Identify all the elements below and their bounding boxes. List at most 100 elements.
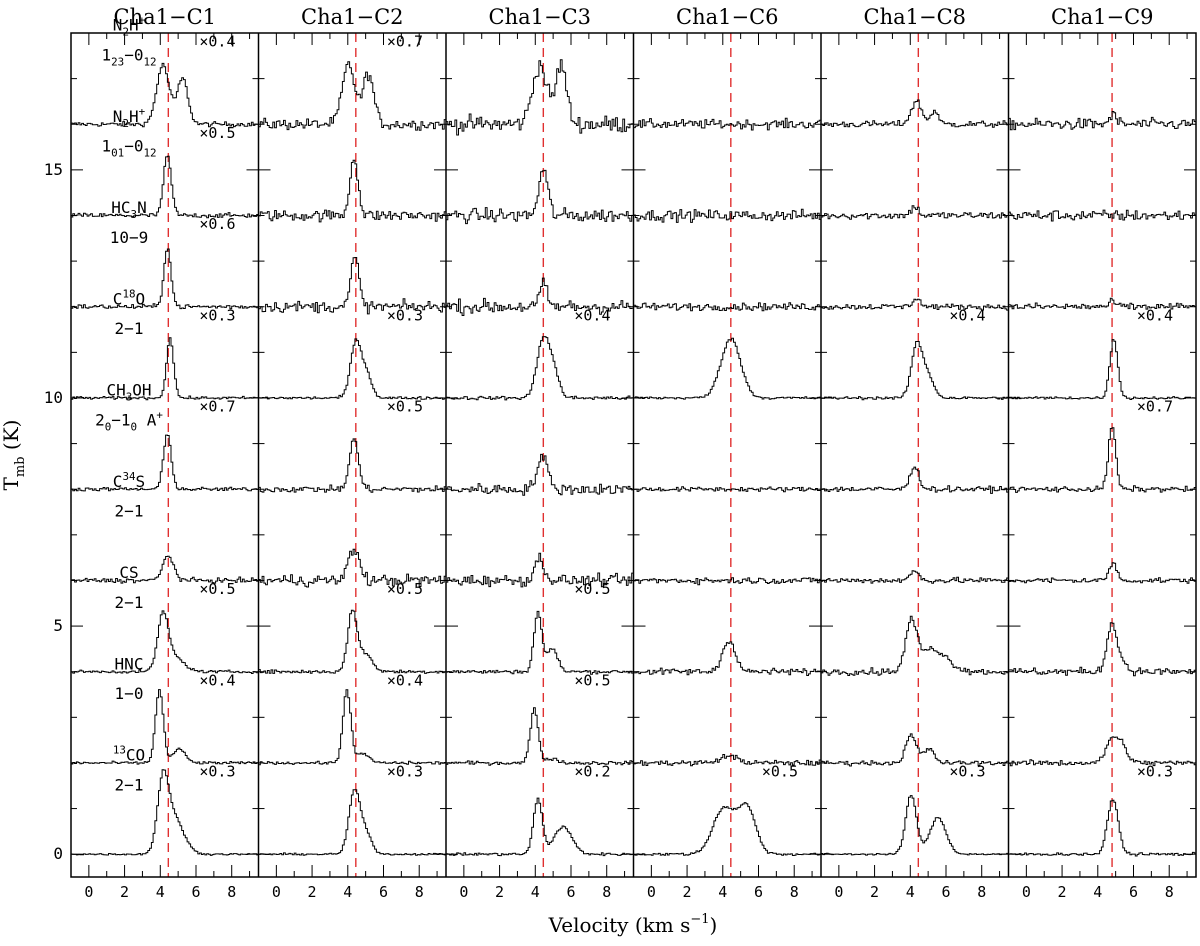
x-tick-label: 6 (191, 883, 200, 901)
y-tick-label: 15 (44, 160, 63, 179)
spectrum-trace (71, 62, 259, 128)
x-tick-label: 0 (84, 883, 93, 901)
transition-label: 123−012 (101, 45, 156, 68)
molecule-label: C18O (113, 287, 145, 308)
x-tick-label: 8 (977, 883, 986, 901)
spectrum-trace (1008, 562, 1197, 584)
panel-title: Cha1−C3 (489, 5, 592, 29)
spectrum-trace (446, 336, 634, 401)
panel-title: Cha1−C2 (301, 5, 404, 29)
x-tick-label: 0 (1022, 883, 1031, 901)
scale-factor-label: ×0.2 (574, 763, 610, 781)
spectrum-trace (633, 302, 822, 312)
spectrum-trace (258, 438, 447, 493)
x-tick-label: 4 (906, 883, 915, 901)
spectrum-trace (258, 61, 447, 131)
spectrum-trace (821, 615, 1009, 676)
molecule-label: CH3OH (106, 381, 151, 404)
scale-factor-label: ×0.5 (387, 398, 423, 416)
x-tick-label: 6 (941, 883, 950, 901)
scale-factor-label: ×0.3 (199, 763, 235, 781)
x-tick-label: 2 (683, 883, 692, 901)
spectrum-trace (821, 733, 1009, 767)
spectrum-trace (258, 257, 447, 315)
x-tick-label: 0 (834, 883, 843, 901)
vlsr-lines (167, 33, 1113, 877)
x-tick-label: 6 (1129, 883, 1138, 901)
spectrum-trace (821, 570, 1009, 584)
x-tick-label: 4 (343, 883, 352, 901)
ticks (70, 33, 1196, 877)
scale-factor-label: ×0.5 (387, 580, 423, 598)
x-tick-label: 6 (754, 883, 763, 901)
spectrum-trace (1008, 339, 1197, 400)
scale-factor-label: ×0.4 (949, 306, 985, 324)
panel-title: Cha1−C1 (114, 5, 217, 29)
spectrum-trace (71, 155, 259, 219)
scale-labels: ×0.4 ×0.7 ×0.5 ×0.6 ×0.3 ×0.3 ×0.4 ×0.4 ×0.4 ×0.7… (199, 33, 1173, 781)
spectrum-trace (71, 337, 259, 401)
spectrum-trace (633, 208, 822, 223)
x-tick-label: 0 (459, 883, 468, 901)
scale-factor-label: ×0.5 (574, 580, 610, 598)
spectrum-trace (71, 248, 259, 310)
spectrum-trace (633, 486, 822, 493)
x-axis-label: Velocity (km s−1) (548, 912, 718, 937)
spectrum-trace (821, 341, 1009, 401)
x-tick-label: 8 (1165, 883, 1174, 901)
scale-factor-label: ×0.3 (387, 306, 423, 324)
scale-factor-label: ×0.6 (199, 215, 235, 233)
x-tick-label: 6 (379, 883, 388, 901)
molecule-label: CS (119, 563, 138, 582)
spectrum-trace (71, 689, 259, 765)
scale-factor-label: ×0.4 (387, 671, 423, 689)
scale-factor-label: ×0.4 (199, 671, 235, 689)
panel-titles: Cha1−C1 Cha1−C2 Cha1−C3 Cha1−C6 Cha1−C8 Cha1−… (114, 5, 1154, 29)
transition-label: 101−012 (101, 137, 156, 160)
molecule-label: 13CO (113, 744, 145, 765)
x-tick-label: 4 (156, 883, 165, 901)
molecule-label: N2H+ (113, 105, 146, 130)
panel-title: Cha1−C8 (864, 5, 967, 29)
scale-factor-label: ×0.3 (387, 763, 423, 781)
spectra (71, 59, 1197, 857)
panel-frames (70, 32, 1197, 878)
spectrum-trace (71, 610, 259, 674)
x-tick-label: 2 (495, 883, 504, 901)
spectrum-trace (258, 689, 447, 766)
spectrum-trace (446, 797, 634, 857)
transition-label: 2−1 (115, 775, 144, 794)
spectrum-trace (633, 641, 822, 676)
spectrum-trace (1008, 209, 1197, 222)
transition-label: 20−10 A+ (95, 408, 163, 433)
transition-label: 2−1 (115, 593, 144, 612)
spectrum-trace (821, 99, 1009, 128)
x-tick-label: 4 (1093, 883, 1102, 901)
x-tick-label: 8 (415, 883, 424, 901)
molecule-label: HC3N (111, 198, 146, 221)
x-tick-label: 8 (790, 883, 799, 901)
spectrum-trace (446, 277, 634, 316)
x-tick-label: 0 (272, 883, 281, 901)
transition-label: 10−9 (110, 228, 149, 247)
x-tick-label: 8 (602, 883, 611, 901)
panel-title: Cha1−C6 (676, 5, 779, 29)
y-tick-label: 0 (53, 844, 63, 863)
x-tick-label: 8 (227, 883, 236, 901)
x-tick-label: 2 (1058, 883, 1067, 901)
spectrum-trace (821, 466, 1009, 494)
scale-factor-label: ×0.3 (199, 306, 235, 324)
scale-factor-label: ×0.4 (1137, 306, 1173, 324)
panel-title: Cha1−C9 (1051, 5, 1154, 29)
spectrum-trace (1008, 799, 1197, 857)
spectrum-trace (258, 789, 447, 856)
spectrum-trace (1008, 297, 1197, 310)
scale-factor-label: ×0.7 (387, 33, 423, 51)
scale-factor-label: ×0.4 (199, 33, 235, 51)
x-tick-label: 2 (120, 883, 129, 901)
spectrum-trace (446, 610, 634, 675)
y-tick-label: 10 (44, 388, 63, 407)
tick-labels: 0 2 4 6 8 0 2 4 6 8 0 2 4 6 8 0 2 4 6 8 0 2 4 6 8 0 2 4 6 8 0 5 10 15 (44, 160, 1174, 901)
spectrum-trace (1008, 622, 1197, 677)
